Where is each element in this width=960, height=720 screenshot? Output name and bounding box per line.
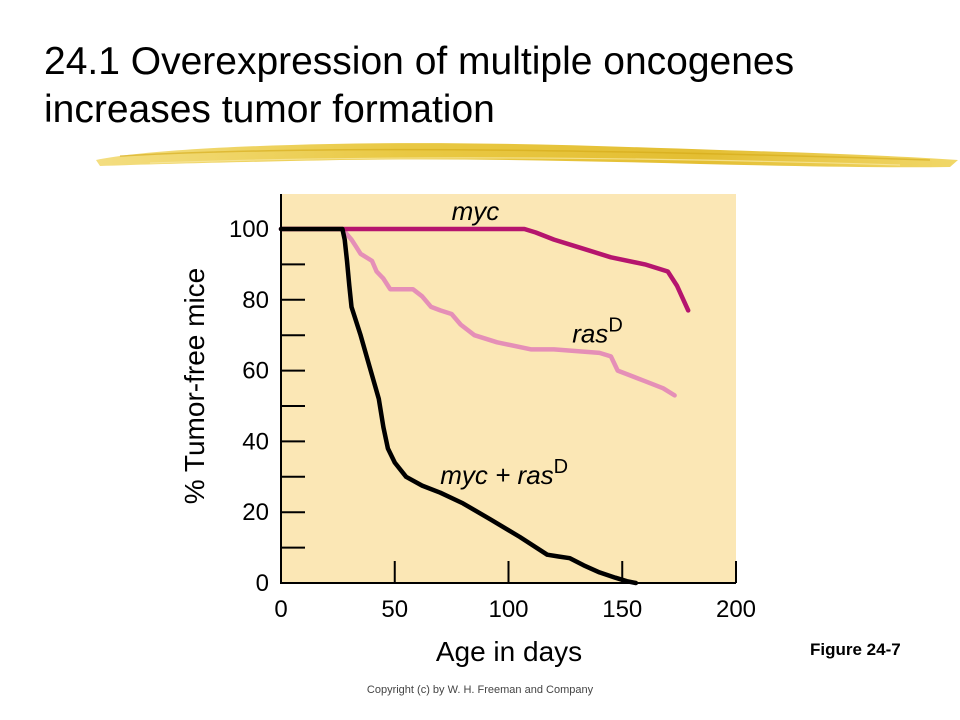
series-line-ras: [340, 226, 677, 398]
copyright-notice: Copyright (c) by W. H. Freeman and Compa…: [366, 684, 594, 696]
series-line-myc-ras: [278, 226, 639, 586]
y-tick-label: 40: [242, 428, 269, 455]
x-tick-label: 200: [716, 596, 756, 623]
x-axis-label: Age in days: [436, 636, 582, 667]
y-tick-label: 60: [242, 358, 269, 385]
series-label-myc-ras: myc + rasD: [440, 456, 568, 490]
slide-title: 24.1 Overexpression of multiple oncogene…: [44, 38, 924, 134]
y-tick-label: 0: [256, 570, 269, 597]
y-tick-label: 80: [242, 287, 269, 314]
y-axis-label: % Tumor-free mice: [179, 268, 210, 505]
figure-label: Figure 24-7: [810, 640, 901, 659]
y-tick-label: 100: [229, 216, 269, 243]
series-label-superscript: D: [608, 314, 622, 336]
x-tick-label: 50: [381, 596, 408, 623]
x-tick-label: 100: [488, 596, 528, 623]
y-tick-label: 20: [242, 499, 269, 526]
x-tick-label: 0: [274, 596, 287, 623]
series-label-myc: myc: [452, 196, 500, 226]
series-line-myc: [278, 226, 691, 313]
slide-title-line-2: increases tumor formation: [44, 88, 495, 131]
title-underline-brush: [96, 143, 958, 168]
x-tick-label: 150: [602, 596, 642, 623]
series-label-superscript: D: [554, 456, 568, 478]
slide-title-line-1: 24.1 Overexpression of multiple oncogene…: [44, 40, 795, 83]
